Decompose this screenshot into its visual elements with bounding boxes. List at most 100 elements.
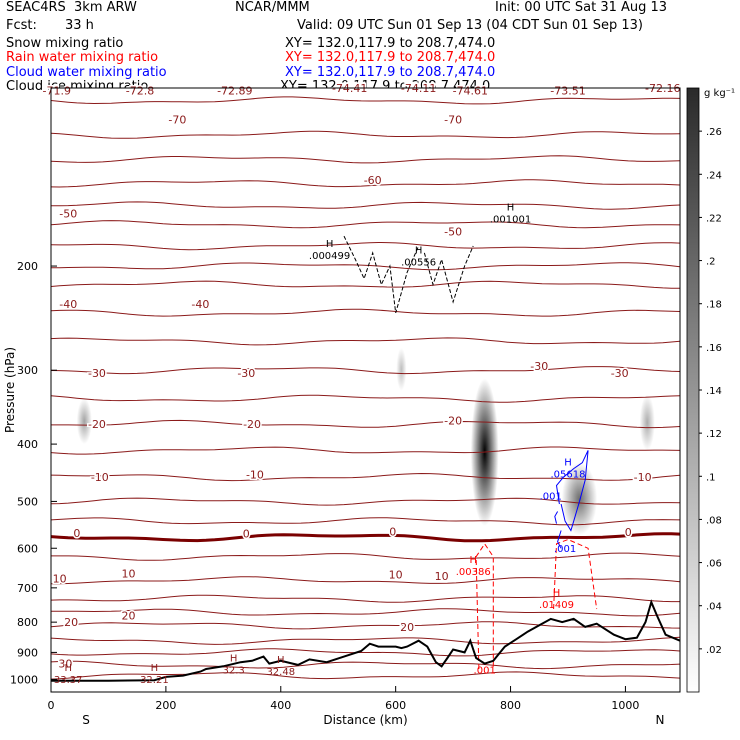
temperature-contour-label: -71.9 <box>43 85 71 98</box>
plot-frame <box>50 87 681 693</box>
temperature-contour-label: 0 <box>243 528 250 541</box>
y-tick-label: 500 <box>17 495 38 508</box>
colorbar-tick-label: .08 <box>706 515 722 526</box>
temperature-contour <box>51 621 680 630</box>
temperature-contour-label: 10 <box>435 570 449 583</box>
temperature-max-marker: H <box>230 654 238 665</box>
colorbar-tick-label: .14 <box>706 386 722 397</box>
direction-label-south: S <box>82 713 90 727</box>
temperature-contour-label: -74.61 <box>453 85 488 98</box>
rain-water-contour <box>553 538 598 610</box>
temperature-contour-label: -70 <box>168 113 186 126</box>
y-tick-label: 300 <box>17 364 38 377</box>
snow-shading-blob <box>639 394 655 451</box>
temperature-contour-label: 0 <box>389 525 396 538</box>
axes: 0 200 400 600 800 100020030040050060070080090… <box>3 260 664 727</box>
temperature-contour-label: -50 <box>59 208 77 221</box>
valid-time: Valid: 09 UTC Sun 01 Sep 13 (04 CDT Sun … <box>297 18 643 33</box>
colorbar-tick-label: .12 <box>706 429 722 440</box>
field-xy-rain: XY= 132.0,117.9 to 208.7,474.0 <box>285 50 496 65</box>
init-time: Init: 00 UTC Sat 31 Aug 13 <box>495 0 668 15</box>
temperature-contour-label: 0 <box>625 526 632 539</box>
field-label-snow: Snow mixing ratio <box>6 36 124 51</box>
snow-shading-layer <box>76 347 655 536</box>
x-tick-label: 0 <box>48 699 55 712</box>
temperature-contour <box>51 648 680 657</box>
temperature-contour-label: -50 <box>444 226 462 239</box>
y-axis-label: Pressure (hPa) <box>3 347 17 433</box>
temperature-contour <box>51 594 680 603</box>
colorbar-tick-label: .06 <box>706 559 722 570</box>
temperature-contour <box>51 308 680 317</box>
colorbar-scale <box>686 87 700 693</box>
cloud-ice-max-marker: H <box>507 203 515 214</box>
temperature-contour-label: -72.8 <box>126 85 154 98</box>
cloud-ice-max-value: .001001 <box>490 215 531 226</box>
temperature-max-marker: H <box>277 655 285 666</box>
temperature-contour <box>51 130 680 139</box>
hydrometeor-contours <box>343 235 598 670</box>
temperature-contour-label: -30 <box>88 367 106 380</box>
terrain-layer <box>51 599 681 682</box>
cloud-water-contour <box>554 511 559 524</box>
y-tick-label: 900 <box>17 646 38 659</box>
cloud-water-contour <box>557 530 562 549</box>
snow-shading-blob <box>561 462 598 536</box>
fcst-label: Fcst: <box>6 18 37 33</box>
cloud-ice-contour <box>343 235 420 314</box>
temperature-contour-label: 20 <box>122 610 136 623</box>
temperature-contour <box>51 241 680 251</box>
temperature-max-marker: H <box>64 663 72 674</box>
temperature-contour-label: -10 <box>91 471 109 484</box>
temperature-contour-label: -20 <box>88 418 106 431</box>
rain-max-marker: H <box>469 555 477 566</box>
temperature-contour <box>51 280 680 289</box>
temperature-max-value: 32.21 <box>140 675 169 686</box>
temperature-contour-label: -40 <box>59 298 77 311</box>
temperature-contour <box>51 394 680 403</box>
temperature-contour <box>51 419 680 429</box>
colorbar-tick-label: .02 <box>706 645 722 656</box>
cloud-ice-max-marker: H <box>415 246 423 257</box>
temperature-contour-label: -60 <box>364 174 382 187</box>
fcst-value: 33 h <box>65 18 94 33</box>
temperature-max-value: 32.3 <box>223 666 245 677</box>
rain-max-marker: H <box>553 588 561 599</box>
rain-max-value: .01409 <box>539 600 574 611</box>
temperature-contour <box>51 220 680 229</box>
temperature-contour-label: -10 <box>634 471 652 484</box>
colorbar-tick-label: .1 <box>706 472 716 483</box>
x-tick-label: 1000 <box>611 699 639 712</box>
x-tick-label: 200 <box>155 699 176 712</box>
temperature-contour-label: -30 <box>530 360 548 373</box>
field-label-cloud-water: Cloud water mixing ratio <box>6 65 167 80</box>
cloud-water-max-value: .05618 <box>550 469 585 480</box>
temperature-contour <box>51 472 680 482</box>
temperature-contour <box>51 96 680 105</box>
y-tick-label: 600 <box>17 542 38 555</box>
temperature-contour <box>51 446 680 455</box>
colorbar-unit: g kg⁻¹ <box>704 88 735 99</box>
temperature-contour-label: -20 <box>243 418 261 431</box>
colorbar-tick-label: .24 <box>706 170 722 181</box>
colorbar-tick-label: .26 <box>706 127 722 138</box>
temperature-max-marker: H <box>151 663 159 674</box>
cloud-ice-max-value: .00556 <box>401 258 436 269</box>
temperature-contour-label: -40 <box>191 298 209 311</box>
freezing-level-contour <box>51 532 680 543</box>
cloud-ice-max-value: .000499 <box>309 251 350 262</box>
temperature-contour <box>51 155 680 164</box>
temperature-contour <box>51 671 680 680</box>
temperature-contour <box>51 179 680 188</box>
cloud-water-max-value: .001 <box>540 492 562 503</box>
experiment-title: SEAC4RS 3km ARW <box>6 0 137 15</box>
field-xy-snow: XY= 132.0,117.9 to 208.7,474.0 <box>285 36 496 51</box>
colorbar-tick-label: .18 <box>706 300 722 311</box>
temperature-contour-label: 30 <box>58 658 72 671</box>
temperature-contour <box>51 636 680 645</box>
cloud-water-contour <box>555 450 589 532</box>
cloud-ice-contour <box>423 245 474 304</box>
temperature-contour <box>51 262 680 271</box>
temperature-contour-label: -10 <box>246 468 264 481</box>
terrain-profile <box>51 599 681 682</box>
